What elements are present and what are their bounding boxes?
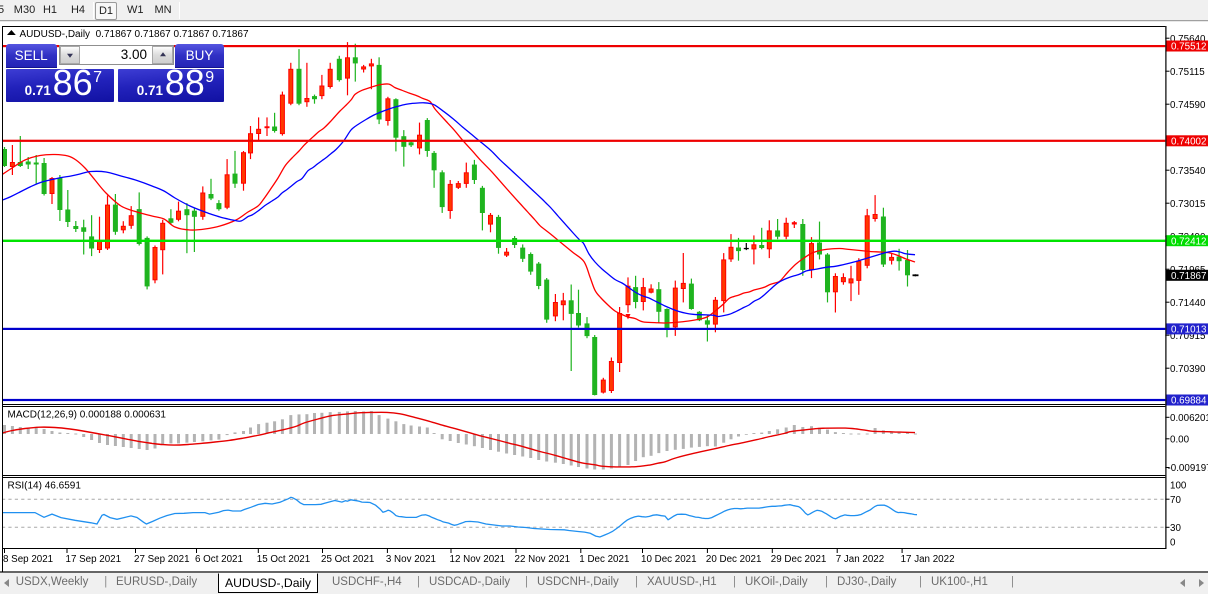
svg-text:RSI(14) 46.6591: RSI(14) 46.6591: [8, 481, 82, 492]
svg-text:8 Sep 2021: 8 Sep 2021: [3, 554, 53, 565]
svg-text:0.70390: 0.70390: [1170, 364, 1206, 375]
svg-text:0.74590: 0.74590: [1170, 100, 1206, 111]
svg-text:15 Oct 2021: 15 Oct 2021: [257, 554, 310, 565]
svg-text:0: 0: [1170, 538, 1176, 549]
svg-text:0.006201: 0.006201: [1170, 413, 1208, 424]
svg-text:0.73540: 0.73540: [1170, 166, 1206, 177]
svg-text:MACD(12,26,9) 0.000188 0.00063: MACD(12,26,9) 0.000188 0.000631: [8, 410, 167, 421]
svg-text:17 Sep 2021: 17 Sep 2021: [66, 554, 122, 565]
svg-text:0.69884: 0.69884: [1171, 396, 1207, 407]
svg-text:0.71867: 0.71867: [1171, 271, 1206, 282]
svg-text:10 Dec 2021: 10 Dec 2021: [641, 554, 697, 565]
svg-text:3 Nov 2021: 3 Nov 2021: [386, 554, 436, 565]
svg-text:70: 70: [1170, 495, 1181, 506]
svg-text:0.71440: 0.71440: [1170, 298, 1206, 309]
svg-text:0.72412: 0.72412: [1171, 236, 1206, 247]
svg-text:27 Sep 2021: 27 Sep 2021: [134, 554, 190, 565]
svg-text:0.00: 0.00: [1170, 435, 1190, 446]
svg-text:0.71013: 0.71013: [1171, 325, 1207, 336]
svg-text:0.70915: 0.70915: [1170, 331, 1206, 342]
svg-text:100: 100: [1170, 480, 1187, 491]
svg-text:25 Oct 2021: 25 Oct 2021: [321, 554, 374, 565]
svg-text:6 Oct 2021: 6 Oct 2021: [195, 554, 243, 565]
svg-text:12 Nov 2021: 12 Nov 2021: [450, 554, 506, 565]
svg-text:7 Jan 2022: 7 Jan 2022: [836, 554, 884, 565]
svg-text:1 Dec 2021: 1 Dec 2021: [579, 554, 629, 565]
svg-text:30: 30: [1170, 523, 1181, 534]
svg-text:22 Nov 2021: 22 Nov 2021: [515, 554, 571, 565]
svg-text:0.75512: 0.75512: [1171, 42, 1206, 53]
svg-text:-0.009197: -0.009197: [1168, 463, 1208, 474]
svg-text:0.75115: 0.75115: [1170, 67, 1205, 78]
svg-text:20 Dec 2021: 20 Dec 2021: [706, 554, 762, 565]
svg-text:17 Jan 2022: 17 Jan 2022: [901, 554, 955, 565]
svg-text:0.74002: 0.74002: [1171, 137, 1206, 148]
svg-text:29 Dec 2021: 29 Dec 2021: [771, 554, 827, 565]
svg-text:0.73015: 0.73015: [1170, 199, 1206, 210]
svg-text:0.75640: 0.75640: [1170, 34, 1206, 45]
svg-text:AUDUSD-,Daily 0.71867 0.71867: AUDUSD-,Daily 0.71867 0.71867 0.71867 0.…: [20, 29, 249, 40]
